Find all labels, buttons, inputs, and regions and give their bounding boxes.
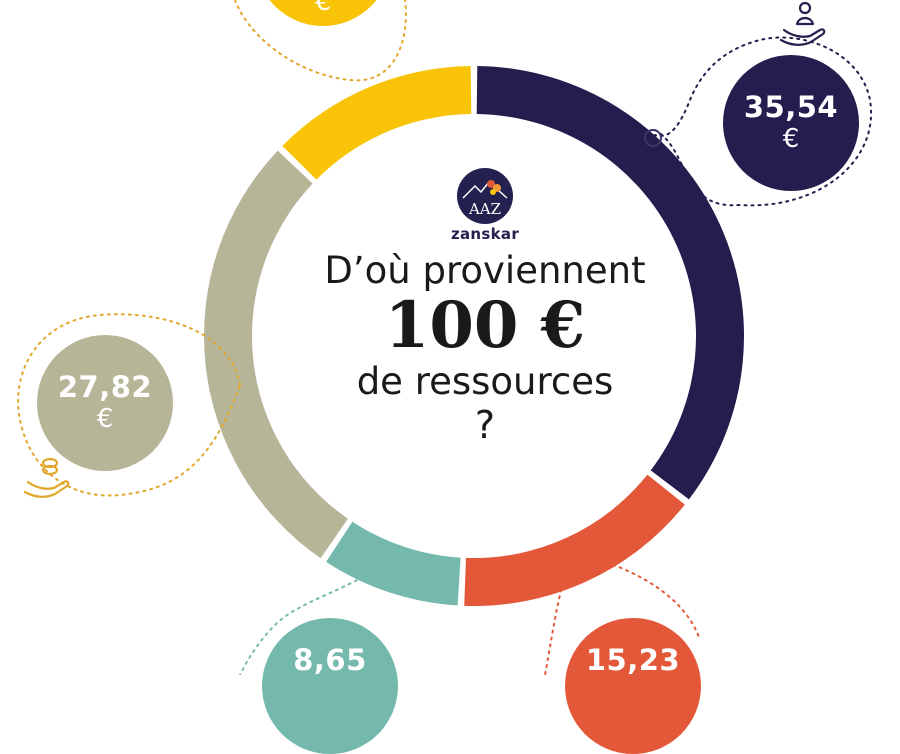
value-label: 35,54 — [743, 90, 839, 125]
value-bubble-teal: 8,65 — [262, 618, 398, 754]
donut-slice-3 — [203, 150, 348, 559]
arc-marker — [644, 129, 662, 147]
currency-label: € — [782, 123, 800, 154]
title-line-1: D’où proviennent — [324, 249, 646, 292]
currency-label: € — [314, 0, 332, 18]
donut-slice-1 — [464, 474, 685, 606]
donut-slice-4 — [282, 66, 472, 180]
value-label: 8,65 — [293, 643, 367, 677]
connector-yellow — [234, 0, 407, 82]
connector-navy — [654, 36, 873, 207]
brand-name: zanskar — [450, 225, 520, 243]
connector-sand — [17, 313, 241, 497]
title-question-mark: ? — [474, 403, 496, 447]
currency-label: € — [96, 403, 114, 434]
hand-person-icon — [779, 1, 826, 46]
value-label: 15,23 — [585, 643, 681, 677]
donut-slice-2 — [326, 521, 461, 606]
donut-chart — [17, 0, 873, 675]
title-amount: 100 € — [384, 288, 586, 363]
value-bubble-navy: 35,54 € — [723, 55, 859, 191]
logo-letters: AAZ — [468, 200, 501, 218]
value-bubble-orange: 15,23 — [565, 618, 701, 754]
value-label: 27,82 — [57, 370, 153, 405]
chart-center: AAZ zanskar D’où proviennent 100 € de re… — [300, 168, 670, 447]
title-line-3: de ressources — [356, 360, 614, 403]
zanskar-logo: AAZ — [457, 168, 513, 224]
connector-orange — [544, 549, 701, 675]
hand-coins-icon — [23, 457, 70, 498]
donut-slice-0 — [476, 66, 744, 500]
connector-teal — [239, 564, 381, 675]
donut-arcs — [203, 66, 744, 606]
value-bubble-sand: 27,82 € — [37, 335, 173, 471]
